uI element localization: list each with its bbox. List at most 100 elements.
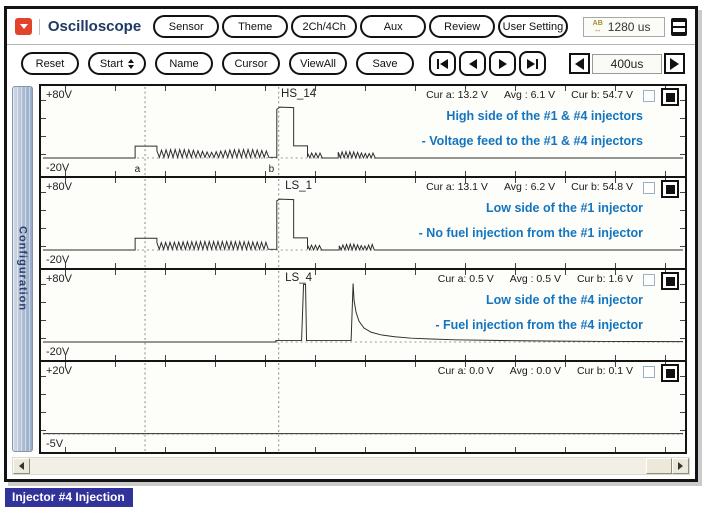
configuration-tab-label: Configuration (16, 226, 29, 312)
right-arrow-icon (678, 462, 683, 470)
aux-button[interactable]: Aux (360, 15, 427, 38)
cursor-a-label[interactable]: a (134, 164, 141, 175)
timebase-increase-button[interactable] (664, 53, 685, 74)
ab-time-display: AB ↔ 1280 us (582, 16, 665, 37)
cursor-b-label[interactable]: b (268, 164, 275, 175)
channel-color-swatch (665, 368, 675, 378)
channel-checkbox[interactable] (643, 182, 655, 194)
start-button[interactable]: Start (88, 52, 146, 75)
save-button[interactable]: Save (356, 52, 414, 75)
control-toolbar: Reset Start Name Cursor ViewAll Save 400… (7, 45, 695, 84)
scroll-left-button[interactable] (13, 458, 30, 474)
horizontal-scrollbar[interactable] (12, 457, 690, 475)
timebase-value[interactable]: 400us (592, 53, 662, 74)
waveform-plot[interactable] (41, 270, 685, 360)
channel-mode-button[interactable]: 2Ch/4Ch (291, 15, 358, 38)
waveform-plot[interactable] (41, 362, 685, 452)
theme-button[interactable]: Theme (222, 15, 289, 38)
vmax-label: +80V (46, 181, 72, 193)
sensor-button[interactable]: Sensor (153, 15, 220, 38)
waveform-plot[interactable] (41, 178, 685, 268)
timebase-decrease-button[interactable] (569, 53, 590, 74)
annotation-line1: Low side of the #4 injector (486, 293, 643, 307)
cursor-b-value: Cur b: 54.7 V (571, 89, 633, 101)
skip-to-start-button[interactable] (429, 51, 456, 76)
annotation-line2: - Voltage feed to the #1 & #4 injectors (421, 134, 643, 148)
vmax-label: +80V (46, 273, 72, 285)
channel-color-button[interactable] (661, 272, 679, 290)
annotation-line1: Low side of the #1 injector (486, 201, 643, 215)
cursor-b-value: Cur b: 54.8 V (571, 181, 633, 193)
annotation-line2: - Fuel injection from the #4 injector (435, 318, 643, 332)
channel-color-swatch (665, 276, 675, 286)
channel-color-button[interactable] (661, 364, 679, 382)
skip-to-end-button[interactable] (519, 51, 546, 76)
name-button[interactable]: Name (155, 52, 213, 75)
scrollbar-track[interactable] (30, 458, 646, 474)
divider (39, 18, 40, 35)
vmin-label: -20V (46, 254, 70, 266)
cursor-b-value: Cur b: 1.6 V (576, 273, 633, 285)
channel-color-swatch (665, 184, 675, 194)
user-setting-button[interactable]: User Setting (498, 15, 568, 38)
step-back-button[interactable] (459, 51, 486, 76)
channel-stack: +80V -20V HS_14 Cur a: 13.2 V Avg : 6.1 … (39, 84, 687, 454)
skip-to-start-icon (436, 58, 440, 69)
cursor-a-value: Cur a: 13.1 V (426, 181, 488, 193)
measurements: Cur a: 13.2 V Avg : 6.1 V Cur b: 54.7 V (426, 89, 633, 101)
avg-value: Avg : 0.0 V (509, 365, 561, 377)
vmin-label: -20V (46, 162, 70, 174)
title-toolbar: Oscilloscope Sensor Theme 2Ch/4Ch Aux Re… (7, 9, 695, 45)
channel-color-button[interactable] (661, 88, 679, 106)
playback-nav-group (429, 51, 546, 76)
channel-color-button[interactable] (661, 180, 679, 198)
skip-to-end-icon (526, 58, 535, 69)
reset-button[interactable]: Reset (21, 52, 79, 75)
scroll-right-button[interactable] (672, 458, 689, 474)
app-dropdown-icon[interactable] (15, 18, 32, 35)
channel-panel-ls4: +80V -20V LS_4 Cur a: 0.5 V Avg : 0.5 V … (39, 268, 687, 362)
channel-checkbox[interactable] (643, 366, 655, 378)
viewall-button[interactable]: ViewAll (289, 52, 347, 75)
vmin-label: -5V (46, 438, 64, 450)
avg-value: Avg : 6.2 V (503, 181, 556, 193)
channel-name: LS_4 (285, 272, 313, 284)
left-arrow-icon (575, 57, 584, 70)
annotation-line2: - No fuel injection from the #1 injector (418, 226, 643, 240)
scrollbar-thumb[interactable] (646, 458, 672, 474)
cursor-a-value: Cur a: 0.0 V (437, 365, 494, 377)
vmin-label: -20V (46, 346, 70, 358)
channel-panel-4: +20V -5V Cur a: 0.0 V Avg : 0.0 V Cur b:… (39, 360, 687, 454)
left-arrow-icon (19, 462, 24, 470)
step-forward-button[interactable] (489, 51, 516, 76)
channel-checkbox[interactable] (643, 90, 655, 102)
cursor-b-value: Cur b: 0.1 V (576, 365, 633, 377)
spinner-icon (128, 58, 135, 69)
step-back-icon (468, 58, 477, 69)
ab-time-value: 1280 us (607, 19, 651, 34)
channel-name: LS_1 (285, 180, 313, 192)
channel-panel-hs14: +80V -20V HS_14 Cur a: 13.2 V Avg : 6.1 … (39, 84, 687, 178)
vmax-label: +80V (46, 89, 72, 101)
right-arrow-icon (670, 57, 679, 70)
cursor-a-value: Cur a: 13.2 V (426, 89, 488, 101)
configuration-tab[interactable]: Configuration (12, 86, 33, 452)
channel-panel-ls1: +80V -20V LS_1 Cur a: 13.1 V Avg : 6.2 V… (39, 176, 687, 270)
measurements: Cur a: 0.5 V Avg : 0.5 V Cur b: 1.6 V (438, 273, 633, 285)
menu-icon[interactable] (670, 17, 687, 36)
cursor-a-value: Cur a: 0.5 V (437, 273, 494, 285)
oscilloscope-window: Oscilloscope Sensor Theme 2Ch/4Ch Aux Re… (4, 6, 698, 482)
cursor-button[interactable]: Cursor (222, 52, 280, 75)
vmax-label: +20V (46, 365, 72, 377)
avg-value: Avg : 0.5 V (509, 273, 561, 285)
chevron-down-icon (19, 24, 28, 29)
channel-checkbox[interactable] (643, 274, 655, 286)
review-button[interactable]: Review (429, 15, 496, 38)
avg-value: Avg : 6.1 V (503, 89, 556, 101)
timebase-group: 400us (569, 53, 685, 74)
page-title: Oscilloscope (47, 18, 142, 35)
measurements: Cur a: 13.1 V Avg : 6.2 V Cur b: 54.8 V (426, 181, 633, 193)
ab-cursor-time-icon: AB ↔ (592, 19, 603, 34)
channel-color-swatch (665, 92, 675, 102)
waveform-plot[interactable] (41, 86, 685, 176)
